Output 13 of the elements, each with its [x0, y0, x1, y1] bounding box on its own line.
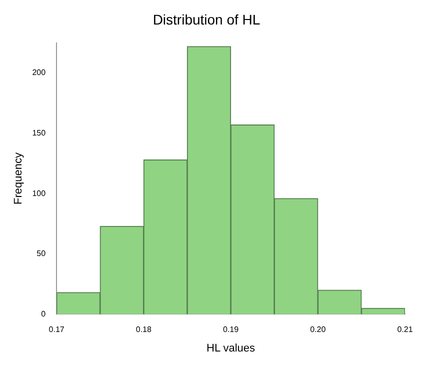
- x-tick-label: 0.20: [310, 325, 326, 334]
- x-tick-label: 0.19: [222, 325, 240, 334]
- y-tick-label: 100: [32, 188, 46, 198]
- y-tick-label: 0: [41, 309, 46, 318]
- y-tick-label: 200: [32, 68, 46, 78]
- x-tick-label: 0.18: [136, 325, 152, 334]
- chart-title: Distribution of HL: [152, 11, 260, 28]
- x-tick-label: 0.21: [397, 325, 414, 334]
- y-tick-label: 50: [36, 249, 46, 258]
- y-tick-label: 150: [32, 128, 46, 138]
- x-tick-label: 0.17: [48, 325, 65, 334]
- x-axis-title: HL values: [206, 342, 256, 354]
- y-axis-title: Frequency: [12, 152, 25, 204]
